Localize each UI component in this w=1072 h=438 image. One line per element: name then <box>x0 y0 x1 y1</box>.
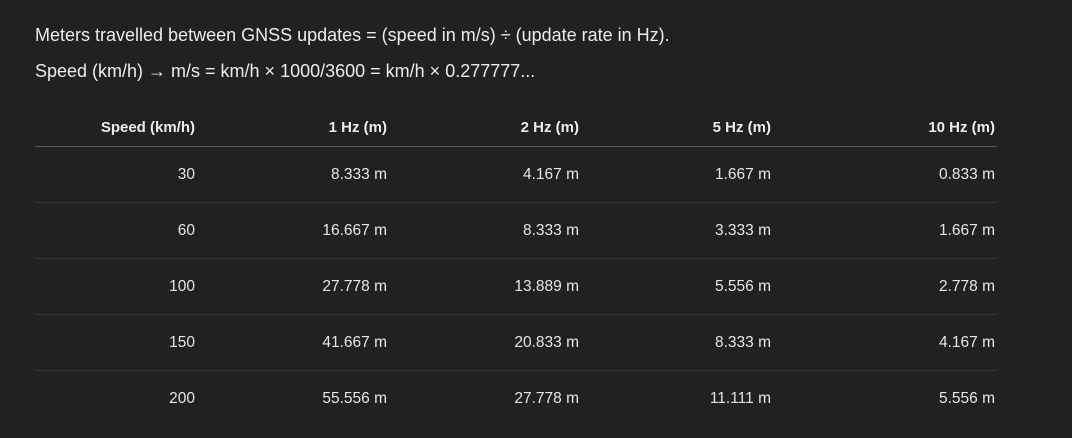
distance-table: Speed (km/h) 1 Hz (m) 2 Hz (m) 5 Hz (m) … <box>35 108 997 426</box>
table-row: 200 55.556 m 27.778 m 11.111 m 5.556 m <box>35 371 997 427</box>
cell-speed: 30 <box>35 146 197 203</box>
cell-5hz: 1.667 m <box>581 146 773 203</box>
cell-2hz: 27.778 m <box>514 389 579 407</box>
cell-2hz: 20.833 m <box>389 314 581 371</box>
cell-5hz: 11.111 m <box>709 389 771 407</box>
cell-5hz: 3.333 m <box>581 202 773 259</box>
cell-5hz: 8.333 m <box>581 314 773 371</box>
conversion-text: Speed (km/h) → m/s = km/h × 1000/3600 = … <box>35 61 536 81</box>
cell-1hz: 16.667 m <box>197 202 389 259</box>
cell-2hz: 13.889 m <box>389 258 581 315</box>
cell-10hz: 0.833 m <box>773 146 997 203</box>
cell-10hz: 5.556 m <box>938 389 995 407</box>
header-speed: Speed (km/h) <box>35 108 197 147</box>
cell-speed: 200 <box>169 389 195 407</box>
cell-1hz: 27.778 m <box>197 258 389 315</box>
cell-2hz: 8.333 m <box>389 202 581 259</box>
table-row: 30 8.333 m 4.167 m 1.667 m 0.833 m <box>35 146 997 203</box>
cell-5hz: 5.556 m <box>581 258 773 315</box>
header-5hz: 5 Hz (m) <box>581 108 773 147</box>
cell-10hz: 2.778 m <box>773 258 997 315</box>
cell-2hz: 4.167 m <box>389 146 581 203</box>
header-10hz: 10 Hz (m) <box>773 108 997 147</box>
table-row: 60 16.667 m 8.333 m 3.333 m 1.667 m <box>35 202 997 259</box>
cell-1hz: 55.556 m <box>322 389 387 407</box>
cell-1hz: 41.667 m <box>197 314 389 371</box>
header-1hz: 1 Hz (m) <box>197 108 389 147</box>
cell-speed: 150 <box>35 314 197 371</box>
cell-10hz: 4.167 m <box>773 314 997 371</box>
cell-10hz: 1.667 m <box>773 202 997 259</box>
formula-text: Meters travelled between GNSS updates = … <box>35 25 670 45</box>
cell-speed: 100 <box>35 258 197 315</box>
table-row: 100 27.778 m 13.889 m 5.556 m 2.778 m <box>35 258 997 315</box>
cell-speed: 60 <box>35 202 197 259</box>
message-content: Meters travelled between GNSS updates = … <box>35 0 997 89</box>
table-header-row: Speed (km/h) 1 Hz (m) 2 Hz (m) 5 Hz (m) … <box>35 108 997 147</box>
header-2hz: 2 Hz (m) <box>389 108 581 147</box>
cell-1hz: 8.333 m <box>197 146 389 203</box>
table-row: 150 41.667 m 20.833 m 8.333 m 4.167 m <box>35 314 997 371</box>
